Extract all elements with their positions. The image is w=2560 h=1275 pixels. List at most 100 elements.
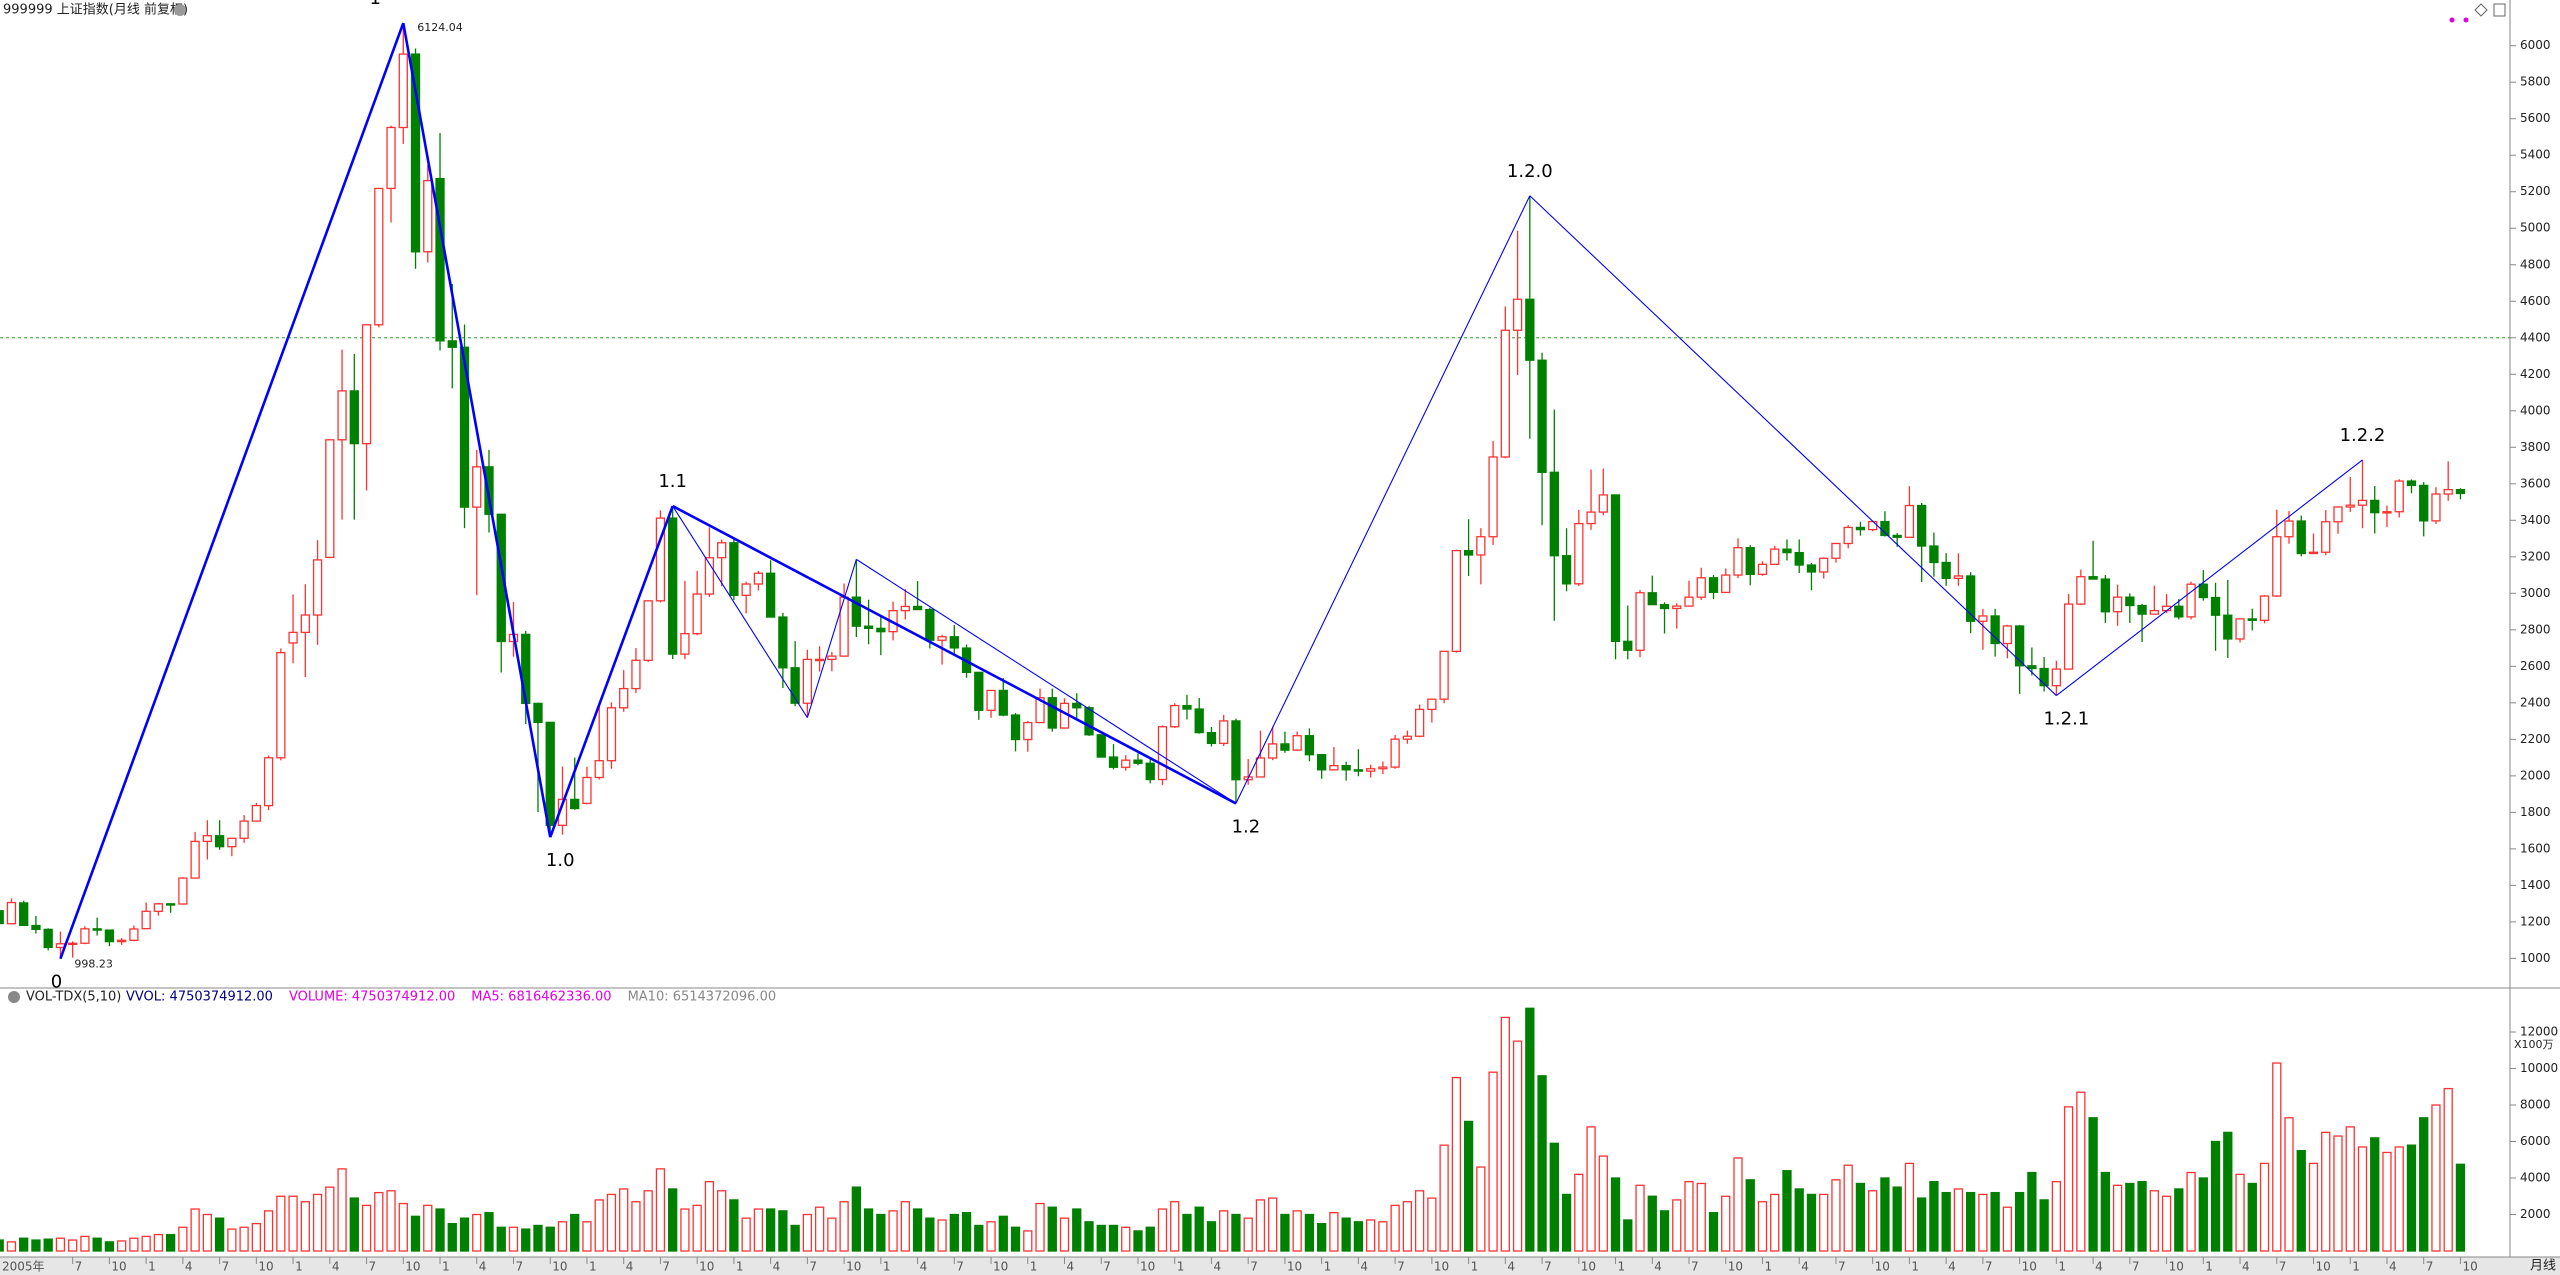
x-tick-label: 4: [1213, 1260, 1221, 1274]
x-tick-label: 1: [883, 1260, 891, 1274]
candle-body: [1941, 561, 1951, 580]
volume-bar: [1708, 1212, 1719, 1252]
volume-bar: [80, 1235, 90, 1252]
candle-body: [2088, 576, 2098, 580]
volume-bar: [1463, 1120, 1474, 1252]
candle-body: [668, 517, 678, 655]
wave-label: 1.2: [1232, 816, 1261, 837]
candle-body: [214, 835, 225, 848]
candle-body: [925, 608, 935, 641]
x-axis-strip: [0, 1257, 2560, 1275]
volume-bar: [1157, 1208, 1168, 1252]
window-button[interactable]: [2493, 3, 2506, 17]
volume-bar: [2063, 1106, 2074, 1252]
x-tick-label: 1: [1764, 1260, 1772, 1274]
candle-body: [2112, 596, 2123, 613]
x-tick-label: 4: [626, 1260, 634, 1274]
candle-body: [190, 840, 200, 879]
candle-body: [1072, 702, 1082, 709]
volume-bar: [374, 1191, 384, 1252]
candle-body: [423, 179, 433, 253]
candle-body: [410, 53, 421, 253]
x-tick-label: 10: [1140, 1260, 1155, 1274]
volume-bar: [1243, 1217, 1253, 1252]
candle-body: [1965, 575, 1976, 622]
candle-body: [153, 903, 164, 912]
volume-header: MA10: 6514372096.00: [628, 990, 777, 1005]
volume-bar: [1782, 1170, 1792, 1252]
wave-label: 1.2.0: [1507, 161, 1553, 182]
candle-body: [288, 631, 298, 644]
y-tick-label: 4200: [2520, 367, 2551, 381]
candle-body: [1010, 714, 1021, 741]
candle-body: [545, 721, 555, 826]
volume-bar: [2296, 1149, 2306, 1252]
candle-body: [0, 910, 4, 925]
volume-bar: [1512, 1040, 1523, 1252]
volume-bar: [1488, 1071, 1498, 1252]
candle-body: [19, 902, 29, 927]
volume-bar: [900, 1201, 910, 1252]
title-icon[interactable]: [174, 4, 186, 16]
price-label: 998.23: [74, 958, 113, 971]
x-tick-label: 1: [1618, 1260, 1626, 1274]
volume-bar: [643, 1190, 653, 1252]
candle-body: [2039, 667, 2049, 687]
volume-bar: [43, 1238, 53, 1252]
candle-body: [92, 928, 102, 931]
x-tick-label: 10: [1581, 1260, 1596, 1274]
candle-body: [1170, 704, 1180, 728]
volume-bar: [496, 1226, 506, 1252]
candle-body: [778, 616, 788, 669]
candle-body: [1855, 526, 1866, 531]
dot: [2463, 17, 2469, 23]
y-tick-label: 5400: [2520, 148, 2551, 162]
candle-body: [937, 636, 947, 641]
candle-body: [1525, 298, 1535, 361]
candle-body: [80, 928, 90, 944]
y-tick-label: 4000: [2520, 403, 2551, 417]
x-tick-label: 7: [2132, 1260, 2140, 1274]
y-tick-label: 4600: [2520, 294, 2551, 308]
candle-body: [1561, 555, 1572, 585]
y-tick-label: 5000: [2520, 221, 2551, 235]
candle-body: [1672, 605, 1682, 610]
wave-label: 1.2.2: [2340, 425, 2386, 446]
y-tick-label: 4800: [2520, 257, 2551, 271]
wave-label: 1.0: [546, 850, 575, 871]
volume-bar: [92, 1237, 102, 1252]
volume-bar: [2100, 1171, 2110, 1252]
volume-bar: [153, 1233, 164, 1252]
volume-bar: [949, 1213, 959, 1252]
y-tick-label: 1800: [2520, 805, 2551, 819]
volume-bar: [1378, 1221, 1388, 1252]
volume-bar: [619, 1188, 629, 1252]
x-tick-label: 1: [2352, 1260, 2360, 1274]
x-tick-label: 1: [1177, 1260, 1185, 1274]
y-tick-label: 10000: [2520, 1061, 2558, 1075]
y-tick-label: 5800: [2520, 75, 2551, 89]
volume-bar: [2443, 1087, 2453, 1252]
candle-body: [1659, 603, 1670, 610]
x-tick-label: 10: [405, 1260, 420, 1274]
wave-line-minor: [1235, 195, 1531, 804]
candle-body: [2357, 499, 2368, 506]
x-tick-label: 4: [1507, 1260, 1515, 1274]
volume-bar: [484, 1212, 494, 1252]
candle-body: [43, 928, 53, 949]
candle-body: [2063, 603, 2074, 670]
candle-body: [827, 655, 837, 661]
candle-body: [2406, 480, 2417, 487]
volume-bar: [2039, 1199, 2049, 1252]
volume-bar: [2308, 1162, 2319, 1252]
candle-body: [1770, 548, 1780, 565]
volume-bar: [1182, 1213, 1192, 1252]
y-tick-label: 2800: [2520, 622, 2551, 636]
candle-body: [276, 651, 286, 759]
candle-body: [227, 837, 237, 848]
volume-bar: [251, 1222, 261, 1252]
x-tick-label: 1: [2058, 1260, 2066, 1274]
diamond-button[interactable]: [2474, 3, 2488, 17]
volume-icon[interactable]: [8, 991, 20, 1003]
candle-body: [1708, 577, 1719, 594]
